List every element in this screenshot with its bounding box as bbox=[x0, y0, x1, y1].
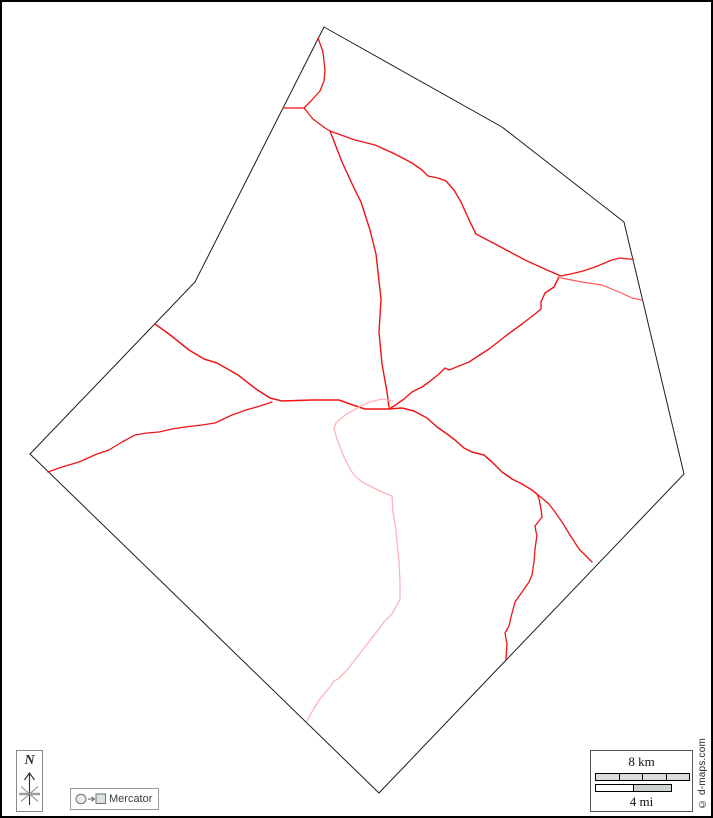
circle-to-square-icon bbox=[75, 793, 106, 805]
scale-bar-segment bbox=[618, 774, 642, 780]
mi-scale-bar bbox=[595, 784, 672, 792]
road-south-road bbox=[504, 493, 543, 660]
road-southeast-road bbox=[388, 407, 538, 495]
road-west-road-south bbox=[47, 401, 273, 473]
north-label: N bbox=[24, 753, 35, 768]
scale-bar-segment bbox=[665, 774, 689, 780]
road-east-road-upper bbox=[560, 257, 634, 277]
road-southwest-minor-road bbox=[306, 398, 401, 722]
scale-bar-segment bbox=[596, 774, 619, 780]
road-northeast-road bbox=[329, 130, 562, 277]
compass-rose: N bbox=[16, 750, 43, 812]
region-boundary bbox=[29, 26, 685, 794]
scale-box: 8 km 4 mi bbox=[590, 750, 693, 812]
scale-mi-label: 4 mi bbox=[629, 794, 654, 809]
km-scale-bar bbox=[595, 773, 690, 781]
scale-km-label: 8 km bbox=[628, 754, 655, 769]
road-north-road bbox=[303, 37, 326, 109]
scale-bar-segment bbox=[596, 785, 633, 791]
projection-legend: Mercator bbox=[70, 788, 159, 810]
road-northeast-to-center-road bbox=[388, 276, 560, 410]
projection-label: Mercator bbox=[109, 793, 153, 805]
copyright-credit: © d-maps.com bbox=[697, 737, 708, 809]
road-east-road-lower bbox=[560, 277, 643, 301]
road-central-vertical-road bbox=[329, 130, 390, 408]
scale-bar-segment bbox=[642, 774, 666, 780]
road-north-link bbox=[303, 107, 331, 132]
road-west-road-north bbox=[154, 323, 390, 410]
road-southeast-border-branch bbox=[536, 493, 593, 563]
scale-bar-segment bbox=[633, 785, 671, 791]
compass-star-icon bbox=[19, 772, 40, 805]
